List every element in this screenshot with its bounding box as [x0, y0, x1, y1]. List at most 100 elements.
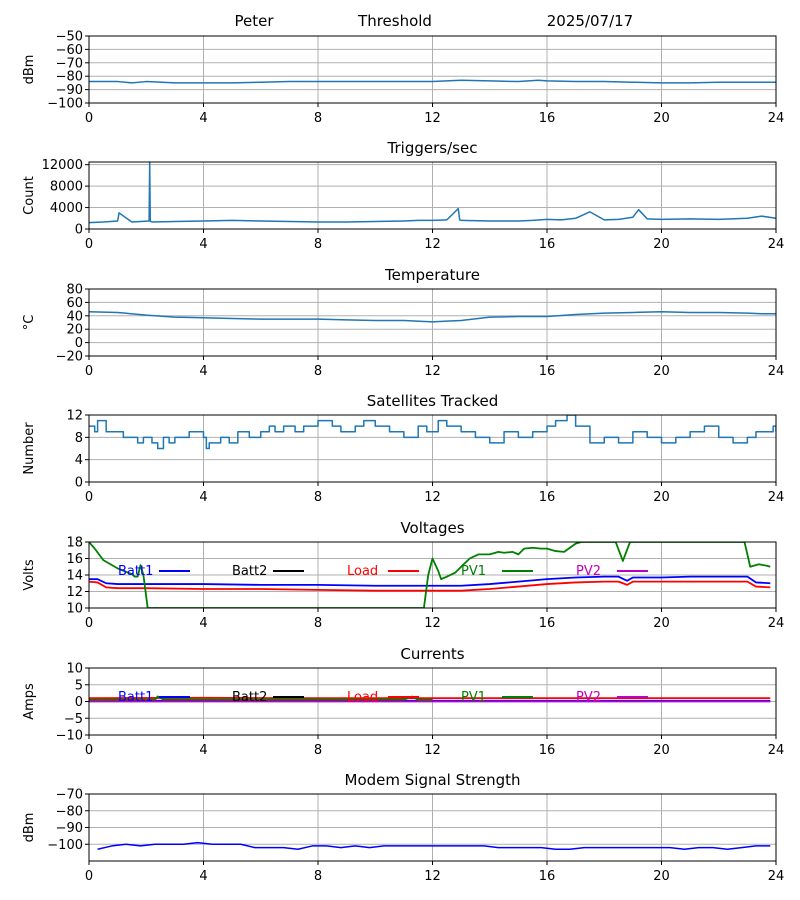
x-tick-label: 4 — [199, 237, 207, 252]
y-tick-label: 10 — [66, 662, 83, 677]
x-tick-label: 4 — [199, 743, 207, 758]
y-tick-label: 40 — [66, 309, 83, 324]
y-tick-label: 12 — [66, 409, 83, 424]
y-tick-label: −80 — [56, 804, 83, 819]
x-tick-label: 20 — [653, 237, 670, 252]
header-title: Threshold — [357, 12, 432, 30]
x-tick-label: 4 — [199, 364, 207, 379]
x-tick-label: 20 — [653, 490, 670, 505]
y-tick-label: −10 — [56, 729, 83, 744]
y-tick-label: 80 — [66, 283, 83, 298]
series-line-batt1 — [89, 575, 771, 587]
x-tick-label: 0 — [85, 490, 93, 505]
x-tick-label: 4 — [199, 490, 207, 505]
y-axis-label-threshold: dBm — [22, 55, 37, 85]
series-line-load — [89, 580, 771, 592]
x-tick-label: 0 — [85, 111, 93, 126]
y-tick-label: −50 — [56, 30, 83, 45]
x-tick-label: 20 — [653, 364, 670, 379]
y-tick-label: 8 — [75, 431, 83, 446]
x-tick-label: 8 — [314, 616, 322, 631]
y-tick-label: −80 — [56, 70, 83, 85]
legend-label-load: Load — [347, 564, 378, 579]
x-tick-label: 20 — [653, 869, 670, 884]
x-tick-label: 4 — [199, 616, 207, 631]
legend-label-batt1: Batt1 — [118, 564, 153, 579]
x-tick-label: 24 — [768, 743, 785, 758]
x-tick-label: 16 — [539, 237, 556, 252]
y-tick-label: −60 — [56, 43, 83, 58]
x-tick-label: 20 — [653, 111, 670, 126]
chart-title-temperature: Temperature — [384, 266, 480, 284]
x-tick-label: 12 — [424, 869, 441, 884]
chart-title-triggers: Triggers/sec — [387, 139, 478, 157]
x-tick-label: 12 — [424, 111, 441, 126]
x-tick-label: 16 — [539, 869, 556, 884]
series-line-modem-0 — [97, 841, 771, 851]
x-tick-label: 24 — [768, 111, 785, 126]
x-tick-label: 0 — [85, 237, 93, 252]
x-tick-label: 24 — [768, 364, 785, 379]
legend-label-pv2: PV2 — [576, 690, 601, 705]
x-tick-label: 20 — [653, 616, 670, 631]
figure-header: Peter Threshold 2025/07/17 — [234, 12, 633, 30]
header-station: Peter — [234, 12, 274, 30]
x-tick-label: 0 — [85, 616, 93, 631]
y-tick-label: 4 — [75, 453, 83, 468]
series-line-pv1 — [89, 542, 771, 608]
x-tick-label: 16 — [539, 743, 556, 758]
x-tick-label: 8 — [314, 237, 322, 252]
y-tick-label: 14 — [66, 569, 83, 584]
y-tick-label: 0 — [75, 476, 83, 491]
chart-title-voltages: Voltages — [400, 519, 464, 537]
y-tick-label: 0 — [75, 223, 83, 238]
x-tick-label: 16 — [539, 364, 556, 379]
series-group — [89, 542, 771, 608]
chart-title-satellites: Satellites Tracked — [367, 392, 498, 410]
x-tick-label: 12 — [424, 743, 441, 758]
series-line-temperature-0 — [89, 311, 776, 323]
series-line-threshold-0 — [89, 79, 776, 84]
series-group — [89, 695, 771, 703]
y-tick-label: −70 — [56, 56, 83, 71]
y-tick-label: −100 — [47, 838, 83, 853]
x-tick-label: 0 — [85, 743, 93, 758]
x-tick-label: 12 — [424, 616, 441, 631]
y-tick-label: 0 — [75, 336, 83, 351]
y-tick-label: 60 — [66, 296, 83, 311]
legend-label-load: Load — [347, 690, 378, 705]
series-line-pv1 — [89, 695, 433, 701]
y-tick-label: −90 — [56, 83, 83, 98]
y-tick-label: 0 — [75, 695, 83, 710]
x-tick-label: 24 — [768, 869, 785, 884]
panel-satellites: 0 4 8 12 16 20 24 0 4 8 12 Satellites Tracked Number — [22, 392, 784, 505]
y-tick-label: 8000 — [50, 180, 83, 195]
y-axis-label-satellites: Number — [22, 422, 37, 475]
y-tick-label: 12 — [66, 585, 83, 600]
chart-title-currents: Currents — [400, 645, 464, 663]
y-tick-label: 16 — [66, 552, 83, 567]
panel-threshold: 0 4 8 12 16 20 24 −50−60−70−80−90−100 dBm — [22, 30, 784, 127]
series-group — [89, 415, 776, 450]
series-group — [89, 79, 776, 84]
x-tick-label: 0 — [85, 869, 93, 884]
series-group — [89, 311, 776, 323]
y-tick-label: −100 — [47, 97, 83, 112]
y-tick-label: 4000 — [50, 201, 83, 216]
legend-label-pv1: PV1 — [461, 564, 486, 579]
y-tick-label: 5 — [75, 678, 83, 693]
x-tick-label: 16 — [539, 616, 556, 631]
y-axis-label-triggers: Count — [22, 176, 37, 215]
series-group — [89, 162, 776, 224]
x-tick-label: 8 — [314, 364, 322, 379]
legend-label-pv2: PV2 — [576, 564, 601, 579]
x-tick-label: 24 — [768, 490, 785, 505]
legend-label-batt1: Batt1 — [118, 690, 153, 705]
legend-label-pv1: PV1 — [461, 690, 486, 705]
chart-title-modem: Modem Signal Strength — [345, 771, 521, 789]
y-tick-label: −70 — [56, 788, 83, 803]
